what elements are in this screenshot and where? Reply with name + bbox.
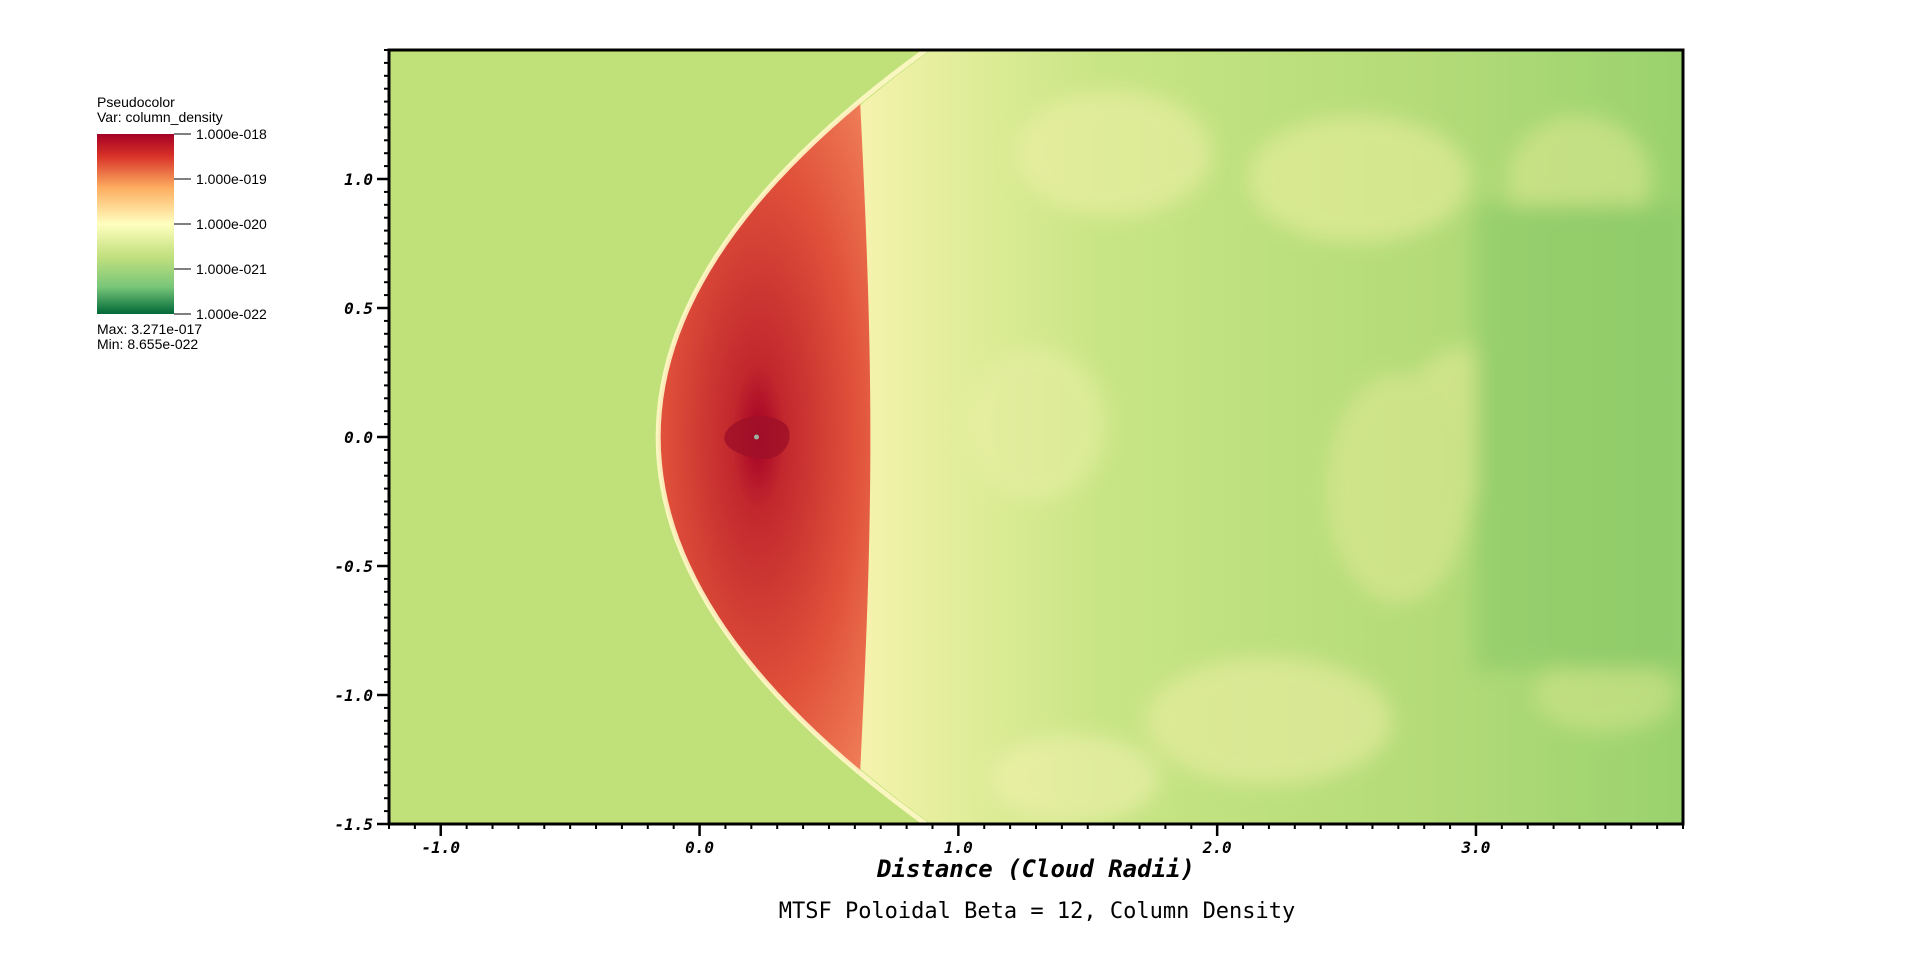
- axes: 1.0 0.5 0.0 -0.5 -1.0 -1.5 -1.0 0.0 1.0 2.0 3.0: [334, 49, 1684, 857]
- colorbar-legend: Pseudocolor Var: column_density 1.000e-0…: [97, 94, 267, 352]
- y-tick-label: 1.0: [344, 170, 373, 189]
- x-tick-label: -1.0: [421, 838, 460, 857]
- turbulent-wisps: [964, 89, 1683, 824]
- y-tick-label: -1.0: [334, 686, 373, 705]
- colorbar: [97, 134, 174, 314]
- wake-region: [849, 50, 1683, 824]
- x-axis-label: Distance (Cloud Radii): [876, 855, 1195, 883]
- legend-tick-label: 1.000e-020: [196, 216, 267, 232]
- legend-tick-label: 1.000e-022: [196, 306, 267, 322]
- wisp: [1145, 657, 1393, 785]
- legend-min: Min: 8.655e-022: [97, 336, 198, 352]
- x-tick-label: 1.0: [944, 838, 973, 857]
- legend-tick-label: 1.000e-019: [196, 171, 267, 187]
- bow-shock-edge: [655, 50, 931, 824]
- y-tick-label: 0.5: [344, 299, 373, 318]
- wisp: [964, 347, 1108, 501]
- x-tick-label: 3.0: [1461, 838, 1491, 857]
- y-tick-label: -1.5: [334, 815, 373, 834]
- cloud-center-marker: [753, 434, 759, 440]
- wisp: [1016, 89, 1212, 217]
- legend-variable: Var: column_density: [97, 109, 223, 125]
- y-tick-label: -0.5: [334, 557, 373, 576]
- legend-max: Max: 3.271e-017: [97, 321, 202, 337]
- legend-tick-label: 1.000e-021: [196, 261, 267, 277]
- plot-area: [389, 50, 1683, 824]
- x-tick-label: 2.0: [1202, 838, 1232, 857]
- wisp: [1248, 115, 1471, 243]
- x-tick-label: 0.0: [685, 838, 714, 857]
- legend-tick-label: 1.000e-018: [196, 126, 267, 142]
- dense-wake-region: [1475, 204, 1683, 670]
- wisp: [990, 734, 1160, 824]
- legend-plot-type: Pseudocolor: [97, 94, 175, 110]
- y-tick-label: 0.0: [344, 428, 373, 447]
- wisp: [1533, 657, 1678, 733]
- chart-title: MTSF Poloidal Beta = 12, Column Density: [779, 899, 1296, 924]
- wisp: [1326, 373, 1471, 604]
